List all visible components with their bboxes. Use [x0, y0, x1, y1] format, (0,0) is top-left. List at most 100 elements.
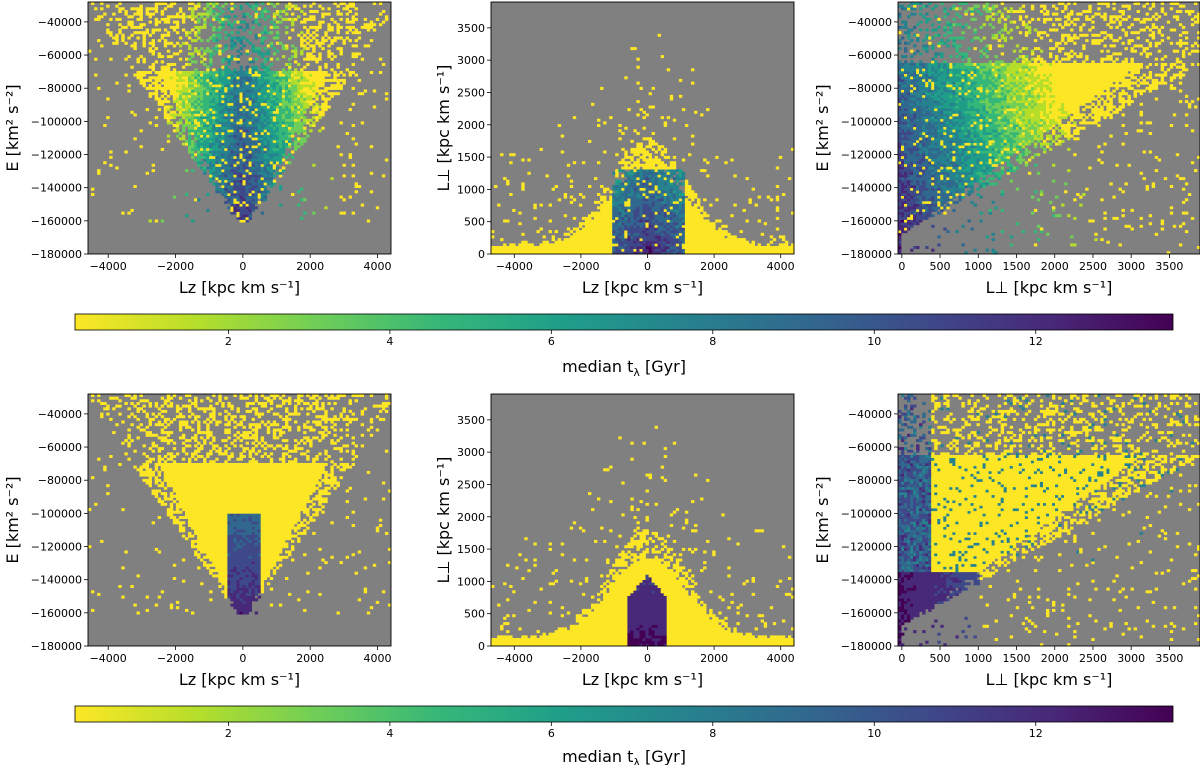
- heatmap-cell: [206, 118, 210, 122]
- heatmap-cell: [172, 86, 177, 90]
- heatmap-cell: [672, 169, 677, 173]
- heatmap-cell: [300, 100, 304, 104]
- heatmap-cell: [612, 187, 616, 191]
- heatmap-cell: [157, 2, 162, 5]
- heatmap-cell: [239, 219, 243, 223]
- heatmap-cell: [242, 86, 246, 90]
- heatmap-cell: [181, 20, 186, 24]
- heatmap-cell: [263, 166, 268, 170]
- heatmap-cell: [215, 142, 219, 146]
- heatmap-cell: [254, 73, 259, 77]
- heatmap-cell: [288, 108, 292, 112]
- heatmap-cell: [275, 113, 280, 117]
- heatmap-cell: [654, 187, 658, 191]
- heatmap-cell: [233, 132, 237, 135]
- heatmap-cell: [133, 25, 137, 29]
- heatmap-cell: [191, 78, 195, 82]
- heatmap-cell: [245, 78, 249, 82]
- heatmap-cell: [745, 248, 749, 252]
- heatmap-cell: [609, 222, 613, 226]
- heatmap-cell: [351, 15, 355, 19]
- heatmap-cell: [221, 78, 225, 82]
- heatmap-cell: [275, 76, 280, 80]
- heatmap-cell: [239, 206, 243, 210]
- x-tick-label: 2000: [296, 260, 324, 273]
- heatmap-cell: [684, 179, 689, 183]
- heatmap-cell: [272, 145, 277, 149]
- heatmap-cell: [248, 31, 252, 35]
- heatmap-cell: [645, 203, 649, 207]
- heatmap-cell: [898, 73, 902, 77]
- heatmap-cell: [654, 216, 658, 220]
- heatmap-cell: [648, 203, 652, 207]
- heatmap-cell: [263, 116, 268, 120]
- heatmap-cell: [630, 251, 634, 255]
- heatmap-cell: [910, 84, 914, 88]
- heatmap-cell: [303, 78, 307, 82]
- heatmap-cell: [898, 86, 902, 90]
- heatmap-cell: [645, 243, 649, 247]
- heatmap-cell: [227, 129, 231, 133]
- heatmap-cell: [281, 137, 286, 141]
- heatmap-cell: [136, 25, 140, 29]
- heatmap-cell: [254, 102, 259, 106]
- heatmap-cell: [775, 248, 780, 252]
- heatmap-cell: [266, 81, 271, 85]
- heatmap-cell: [901, 163, 905, 167]
- heatmap-cell: [700, 227, 704, 231]
- heatmap-cell: [772, 246, 777, 249]
- heatmap-cell: [230, 102, 234, 106]
- heatmap-cell: [209, 124, 213, 127]
- heatmap-cell: [594, 251, 598, 255]
- heatmap-cell: [901, 187, 905, 191]
- heatmap-cell: [636, 65, 640, 69]
- heatmap-cell: [203, 150, 207, 154]
- heatmap-cell: [294, 129, 298, 133]
- heatmap-cell: [206, 116, 210, 120]
- heatmap-cell: [648, 155, 652, 159]
- heatmap-cell: [669, 211, 674, 215]
- heatmap-cell: [697, 246, 701, 249]
- heatmap-cell: [269, 76, 274, 80]
- heatmap-cell: [245, 166, 249, 170]
- heatmap-cell: [907, 41, 911, 45]
- heatmap-cell: [913, 193, 917, 196]
- heatmap-cell: [145, 71, 149, 74]
- heatmap-cell: [254, 12, 259, 16]
- heatmap-cell: [285, 44, 289, 48]
- heatmap-cell: [612, 206, 616, 210]
- heatmap-cell: [248, 145, 252, 149]
- heatmap-cell: [233, 108, 237, 112]
- heatmap-cell: [303, 118, 307, 122]
- heatmap-cell: [94, 57, 98, 61]
- heatmap-cell: [901, 177, 905, 181]
- heatmap-cell: [657, 214, 661, 218]
- heatmap-cell: [630, 195, 634, 199]
- heatmap-cell: [642, 126, 646, 130]
- heatmap-cell: [221, 177, 225, 181]
- heatmap-cell: [627, 203, 631, 207]
- heatmap-cell: [233, 102, 237, 106]
- heatmap-cell: [275, 31, 280, 35]
- heatmap-cell: [172, 15, 177, 19]
- heatmap-cell: [712, 224, 716, 228]
- heatmap-cell: [130, 65, 134, 69]
- heatmap-cell: [185, 124, 189, 127]
- heatmap-cell: [94, 73, 98, 77]
- heatmap-cell: [263, 142, 268, 146]
- heatmap-cell: [254, 163, 259, 167]
- heatmap-cell: [175, 92, 180, 96]
- heatmap-cell: [688, 235, 692, 239]
- heatmap-cell: [221, 118, 225, 122]
- heatmap-cell: [236, 147, 240, 151]
- heatmap-cell: [291, 116, 295, 120]
- heatmap-cell: [206, 147, 210, 151]
- heatmap-cell: [306, 57, 310, 61]
- heatmap-cell: [360, 25, 365, 29]
- heatmap-cell: [615, 230, 619, 234]
- heatmap-cell: [239, 25, 243, 29]
- heatmap-cell: [185, 142, 189, 146]
- heatmap-cell: [227, 179, 231, 183]
- heatmap-cell: [215, 169, 219, 173]
- heatmap-cell: [212, 126, 216, 130]
